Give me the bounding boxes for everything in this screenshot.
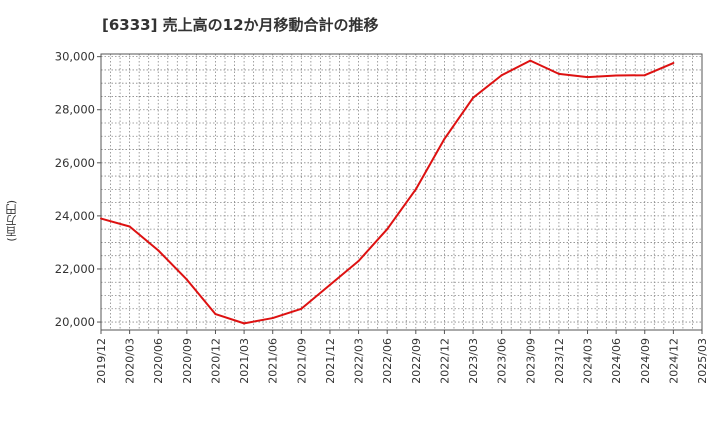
data-point	[100, 217, 102, 220]
y-tick-label: 24,000	[55, 209, 95, 223]
data-point	[414, 188, 417, 191]
horizontal-gridlines	[101, 56, 702, 323]
data-point	[615, 74, 618, 77]
data-point	[443, 137, 446, 140]
data-point	[586, 76, 589, 79]
chart-title: [6333] 売上高の12か月移動合計の推移	[102, 16, 379, 34]
data-point	[300, 307, 303, 310]
x-tick-label: 2020/12	[209, 338, 222, 384]
y-tick-label: 28,000	[55, 103, 95, 117]
x-tick-label: 2024/03	[582, 338, 595, 384]
x-tick-label: 2020/06	[152, 338, 165, 384]
data-point	[557, 72, 560, 75]
x-tick-label: 2022/06	[381, 338, 394, 384]
data-point	[271, 317, 274, 320]
x-tick-label: 2021/09	[295, 338, 308, 384]
y-tick-label: 20,000	[55, 315, 95, 329]
x-tick-label: 2021/12	[324, 338, 337, 384]
y-axis-ticks: 20,000 22,000 24,000 26,000 28,000 30,000	[55, 50, 101, 329]
data-point	[529, 59, 532, 62]
y-tick-label: 26,000	[55, 156, 95, 170]
x-tick-label: 2022/03	[353, 338, 366, 384]
x-tick-label: 2023/12	[553, 338, 566, 384]
x-tick-label: 2019/12	[95, 338, 108, 384]
x-tick-label: 2021/06	[267, 338, 280, 384]
data-point	[328, 283, 331, 286]
data-point	[243, 322, 246, 325]
data-point	[357, 260, 360, 262]
vertical-gridlines	[110, 54, 693, 330]
data-point	[643, 74, 646, 77]
x-tick-label: 2023/09	[524, 338, 537, 384]
data-point	[386, 228, 389, 231]
x-tick-label: 2024/06	[610, 338, 623, 384]
data-point	[185, 278, 188, 281]
x-tick-label: 2023/06	[496, 338, 509, 384]
x-tick-label: 2022/09	[410, 338, 423, 384]
x-tick-label: 2023/03	[467, 338, 480, 384]
x-tick-label: 2025/03	[696, 338, 709, 384]
data-point	[500, 74, 503, 77]
data-point	[672, 62, 675, 65]
x-tick-label: 2022/12	[438, 338, 451, 384]
x-tick-label: 2020/03	[124, 338, 137, 384]
y-tick-label: 22,000	[55, 262, 95, 276]
data-point	[157, 249, 160, 252]
x-tick-label: 2021/03	[238, 338, 251, 384]
plot-frame	[100, 53, 703, 331]
data-point	[214, 313, 217, 316]
x-axis-ticks: 2019/12 2020/03 2020/06 2020/09 2020/12 2021/…	[95, 330, 709, 384]
series-layer	[100, 59, 675, 325]
x-tick-label: 2020/09	[181, 338, 194, 384]
y-tick-label: 30,000	[55, 50, 95, 64]
data-point	[472, 96, 475, 99]
x-tick-label: 2024/12	[667, 338, 680, 384]
x-tick-label: 2024/09	[639, 338, 652, 384]
data-point	[128, 225, 131, 228]
